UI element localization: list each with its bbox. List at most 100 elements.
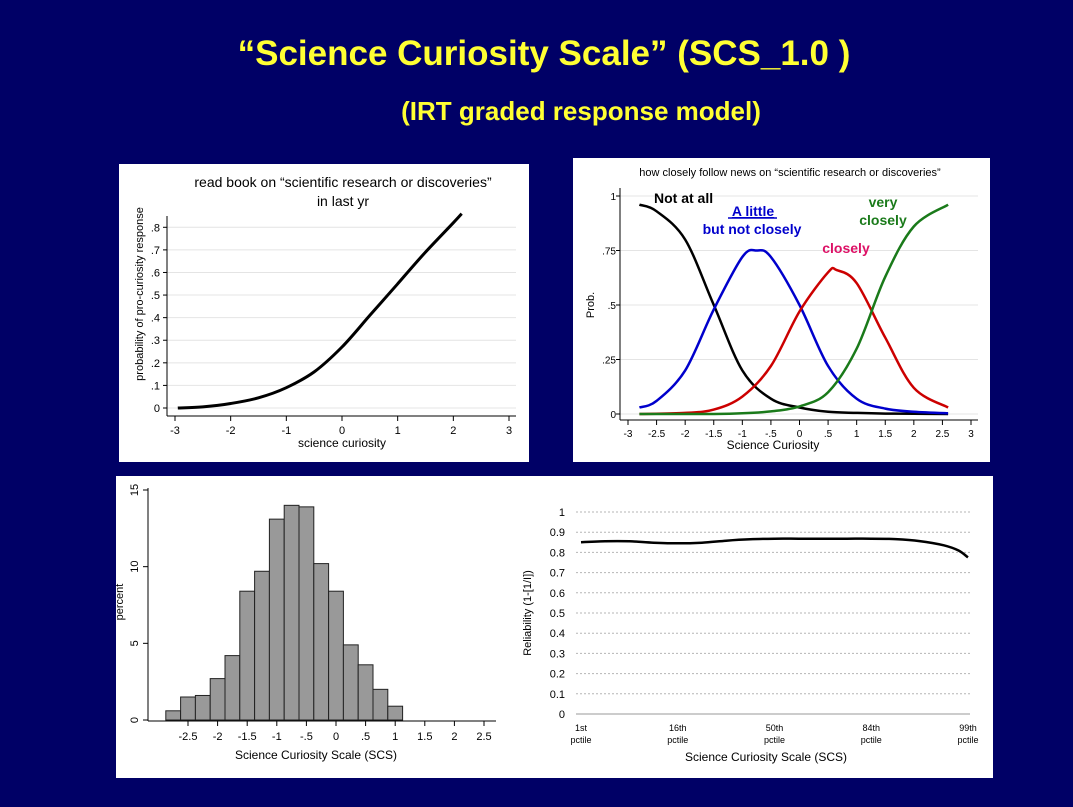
y-axis-label: probability of pro-curiosity response [134,207,146,381]
label-not-at-all: Not at all [654,190,713,206]
y-tick-label: 0.4 [550,628,565,640]
y-tick-label: 0.9 [550,527,565,539]
y-tick-label: .5 [151,290,160,302]
x-tick-label: -3 [170,425,180,437]
x-tick-label-line2: pctile [570,735,591,745]
x-tick-label: .5 [361,731,370,743]
y-tick-label: 0.5 [550,608,565,620]
x-tick-label: 1 [392,731,398,743]
x-tick-label: -1 [738,429,747,440]
x-tick-label: 0 [339,425,345,437]
x-tick-label: 3 [968,429,974,440]
slide-subtitle: (IRT graded response model) [401,96,761,126]
x-tick-label: 0 [333,731,339,743]
y-tick-label: 0.3 [550,648,565,660]
x-tick-label: -2 [681,429,690,440]
x-tick-label: 50th [766,723,784,733]
reliability-chart: 0 0.1 0.2 0.3 0.4 0.5 0.6 0.7 0.8 0.9 1 1st pctile 16… [522,507,979,764]
y-tick-label: .8 [151,222,160,234]
y-tick-label: 5 [129,640,141,646]
y-tick-label: .25 [602,356,616,367]
x-tick-label-line2: pctile [957,735,978,745]
x-tick-label: .5 [824,429,833,440]
y-tick-label: 1 [559,507,565,519]
x-tick-label: -.5 [300,731,313,743]
y-tick-label: 0 [559,709,565,721]
very-closely-curve [639,203,949,416]
x-tick-label-line2: pctile [667,735,688,745]
y-tick-label: .4 [151,313,160,325]
scs-histogram-chart: 0 5 10 15 -2.5 -2 -1.5 -1 -.5 0 .5 1 1.5 2 2.5 Science … [116,484,496,762]
news-following-chart: how closely follow news on “scientific r… [585,167,978,452]
x-tick-label: 2 [450,425,456,437]
x-tick-label: -2 [213,731,223,743]
y-tick-label: 0 [610,410,616,421]
histogram-bar [387,705,404,721]
x-tick-label-line2: pctile [861,735,882,745]
x-tick-label: 1st [575,723,588,733]
x-tick-label: 0 [797,429,803,440]
a-little-curve [638,248,949,415]
x-tick-label: 2 [451,731,457,743]
x-tick-label: 1.5 [417,731,432,743]
y-axis-label: Prob. [585,292,597,318]
x-axis-label: Science Curiosity Scale (SCS) [685,750,847,764]
y-tick-label: 1 [610,192,616,203]
label-very: very [869,194,898,210]
y-tick-label: .3 [151,335,160,347]
x-tick-label: -1.5 [238,731,257,743]
x-tick-label: -1 [272,731,282,743]
x-axis-label: science curiosity [298,436,386,450]
y-tick-label: .6 [151,267,160,279]
chart-title-line2: in last yr [317,193,369,209]
y-axis-label: percent [116,584,126,621]
y-tick-label: 15 [129,484,141,496]
y-tick-label: 0.6 [550,588,565,600]
x-tick-label: 3 [506,425,512,437]
y-tick-label: 0 [129,717,141,723]
x-tick-label: -3 [624,429,633,440]
x-tick-label: 16th [669,723,687,733]
news-following-chart-panel: how closely follow news on “scientific r… [573,158,990,462]
x-tick-label: 99th [959,723,977,733]
y-tick-label: .5 [608,301,617,312]
y-tick-label: .7 [151,245,160,257]
chart-title: read book on “scientific research or dis… [194,174,492,190]
x-tick-label: -1.5 [705,429,723,440]
x-tick-label: -2.5 [179,731,198,743]
reliability-curve [580,537,969,559]
label-closely: closely [822,240,870,256]
book-reading-chart: read book on “scientific research or dis… [134,174,516,450]
y-tick-label: 0.2 [550,669,565,681]
x-tick-label: 2.5 [935,429,949,440]
x-tick-label: -.5 [765,429,777,440]
x-tick-label-line2: pctile [764,735,785,745]
y-tick-label: .75 [602,247,616,258]
x-tick-label: 1.5 [878,429,892,440]
y-tick-label: 0 [154,403,160,415]
y-tick-label: 0.1 [550,689,565,701]
y-tick-label: .2 [151,358,160,370]
y-tick-label: .1 [151,380,160,392]
label-a-little: A little [732,203,774,219]
x-tick-label: -1 [281,425,291,437]
x-tick-label: 84th [862,723,880,733]
x-tick-label: -2.5 [648,429,666,440]
x-axis-label: Science Curiosity [727,438,820,452]
y-tick-label: 10 [129,561,141,573]
not-at-all-curve [638,203,949,416]
probability-curve [177,212,463,410]
closely-curve [639,266,949,416]
x-tick-label: 2.5 [476,731,491,743]
y-tick-label: 0.7 [550,568,565,580]
label-very-closely: closely [859,212,907,228]
x-axis-label: Science Curiosity Scale (SCS) [235,748,397,762]
book-reading-chart-panel: read book on “scientific research or dis… [119,164,529,462]
histogram-bar [372,688,389,721]
x-tick-label: 1 [854,429,860,440]
x-tick-label: 1 [395,425,401,437]
bottom-charts-panel: 0 5 10 15 -2.5 -2 -1.5 -1 -.5 0.5 1 1.5 2 2.5 Science … [116,476,993,778]
chart-title: how closely follow news on “scientific r… [639,167,941,179]
y-tick-label: 0.8 [550,547,565,559]
y-axis-label: Reliability (1-[1/I]) [522,570,534,656]
